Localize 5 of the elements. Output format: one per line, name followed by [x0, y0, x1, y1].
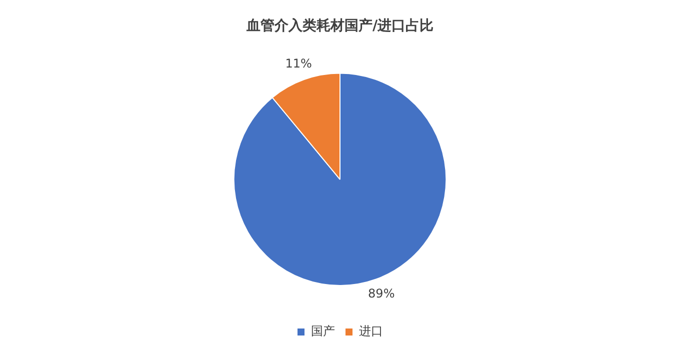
data-label: 11%: [285, 56, 312, 71]
legend-label: 国产: [311, 324, 335, 338]
legend-label: 进口: [359, 324, 383, 338]
chart-title: 血管介入类耗材国产/进口占比: [245, 17, 434, 34]
data-label: 89%: [368, 286, 395, 300]
